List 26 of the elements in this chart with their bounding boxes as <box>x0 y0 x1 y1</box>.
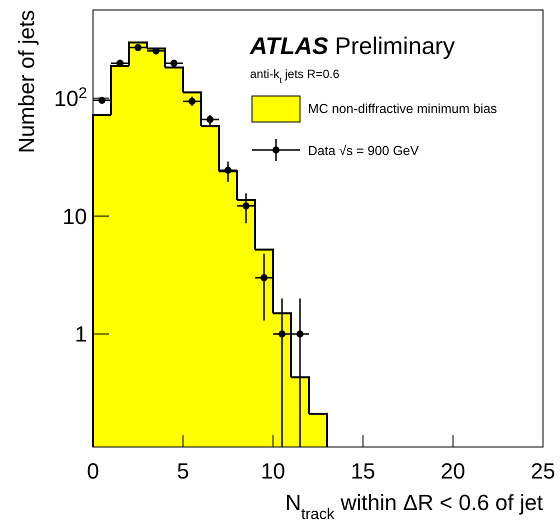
point <box>242 202 250 210</box>
y-tick-label: 1 <box>74 322 87 347</box>
x-tick-label: 15 <box>350 458 376 484</box>
point <box>188 98 196 105</box>
point <box>224 166 232 174</box>
x-tick-label: 10 <box>260 458 286 484</box>
y-axis-title: Number of jets <box>14 10 39 154</box>
point <box>170 60 178 67</box>
point <box>278 330 286 338</box>
legend-label: Data √s = 900 GeV <box>308 143 420 158</box>
point <box>152 47 160 54</box>
legend-label: MC non-diffractive minimum bias <box>308 101 498 116</box>
x-axis-title: N$_{track}$ within ΔR < 0.6 of jet <box>285 490 543 520</box>
point <box>134 44 142 52</box>
point <box>116 60 124 67</box>
x-tick-label: 5 <box>176 458 190 484</box>
x-tick-label: 25 <box>530 458 556 484</box>
annotation: ATLAS Preliminary <box>249 33 455 60</box>
point <box>296 330 304 338</box>
y-tick-label: 10$^{2}$ <box>54 84 87 111</box>
point <box>206 116 214 124</box>
x-tick-label: 0 <box>86 458 100 484</box>
point <box>260 274 268 282</box>
x-tick-label: 20 <box>440 458 466 484</box>
annotation: anti-k$_{t}$ jets R=0.6 <box>250 67 340 85</box>
y-tick-label: 10 <box>62 204 87 229</box>
